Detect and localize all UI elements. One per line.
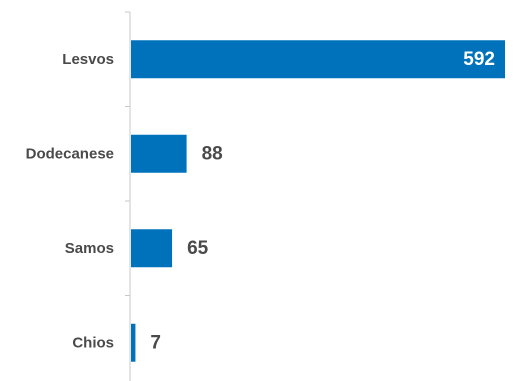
bar-samos [131,229,173,268]
data-label-chios: 7 [150,332,161,353]
data-label-samos: 65 [187,238,209,259]
data-label-dodecanese: 88 [202,143,223,164]
category-label-samos: Samos [65,240,114,257]
bar-lesvos [131,40,505,79]
data-label-lesvos: 592 [463,49,495,70]
bar-chios [131,323,136,362]
bar-dodecanese [131,134,187,173]
category-labels: Lesvos Dodecanese Samos Chios [26,51,114,352]
category-label-lesvos: Lesvos [62,51,114,68]
bars [131,40,505,362]
data-labels: 592 88 65 7 [150,49,495,354]
category-label-chios: Chios [72,334,114,351]
category-label-dodecanese: Dodecanese [26,145,114,162]
y-axis [125,11,131,381]
